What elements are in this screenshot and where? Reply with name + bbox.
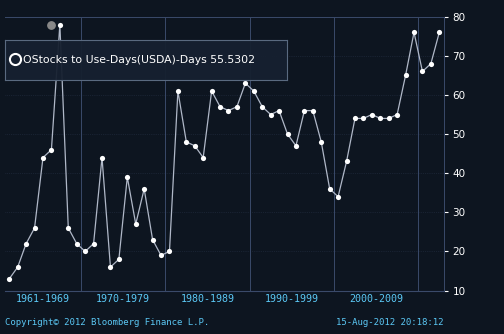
Point: [14, 265, 22, 270]
Point: [233, 104, 241, 109]
Point: [343, 159, 351, 164]
Point: [39, 155, 47, 160]
Text: 1961-1969: 1961-1969: [16, 294, 70, 304]
Point: [368, 112, 376, 117]
Point: [216, 104, 224, 109]
Point: [292, 143, 300, 149]
Point: [258, 104, 266, 109]
Point: [47, 147, 55, 152]
Text: 2000-2009: 2000-2009: [349, 294, 403, 304]
Point: [402, 73, 410, 78]
Point: [359, 116, 367, 121]
Point: [208, 89, 216, 94]
Point: [5, 276, 13, 282]
Point: [385, 116, 393, 121]
Point: [115, 257, 123, 262]
Point: [191, 143, 199, 149]
Text: Copyright© 2012 Bloomberg Finance L.P.: Copyright© 2012 Bloomberg Finance L.P.: [5, 318, 209, 327]
Text: 1980-1989: 1980-1989: [180, 294, 234, 304]
Text: 1970-1979: 1970-1979: [96, 294, 150, 304]
Text: 15-Aug-2012 20:18:12: 15-Aug-2012 20:18:12: [336, 318, 444, 327]
Point: [393, 112, 401, 117]
Point: [132, 221, 140, 227]
Point: [317, 139, 325, 145]
Point: [283, 131, 291, 137]
Point: [435, 30, 444, 35]
Point: [250, 89, 258, 94]
Point: [140, 186, 148, 191]
Point: [199, 155, 207, 160]
Point: [300, 108, 308, 113]
Point: [241, 80, 249, 86]
Point: [334, 194, 342, 199]
Point: [64, 225, 72, 231]
Point: [376, 116, 385, 121]
Point: [267, 112, 275, 117]
Point: [73, 241, 81, 246]
Point: [224, 108, 232, 113]
Point: [22, 241, 30, 246]
Point: [98, 155, 106, 160]
Point: [81, 249, 89, 254]
Point: [275, 108, 283, 113]
Point: [56, 22, 64, 27]
Point: [351, 116, 359, 121]
Point: [90, 241, 98, 246]
Point: [149, 237, 157, 242]
Point: [47, 22, 55, 27]
Text: 1990-1999: 1990-1999: [265, 294, 319, 304]
Point: [182, 139, 191, 145]
Point: [326, 186, 334, 191]
Point: [123, 174, 132, 180]
Point: [174, 89, 182, 94]
Point: [309, 108, 317, 113]
Point: [427, 61, 435, 66]
Text: OStocks to Use-Days(USDA)-Days 55.5302: OStocks to Use-Days(USDA)-Days 55.5302: [23, 55, 256, 65]
Point: [31, 225, 39, 231]
Point: [106, 265, 114, 270]
Point: [418, 69, 426, 74]
Point: [410, 30, 418, 35]
Point: [157, 253, 165, 258]
Point: [165, 249, 173, 254]
